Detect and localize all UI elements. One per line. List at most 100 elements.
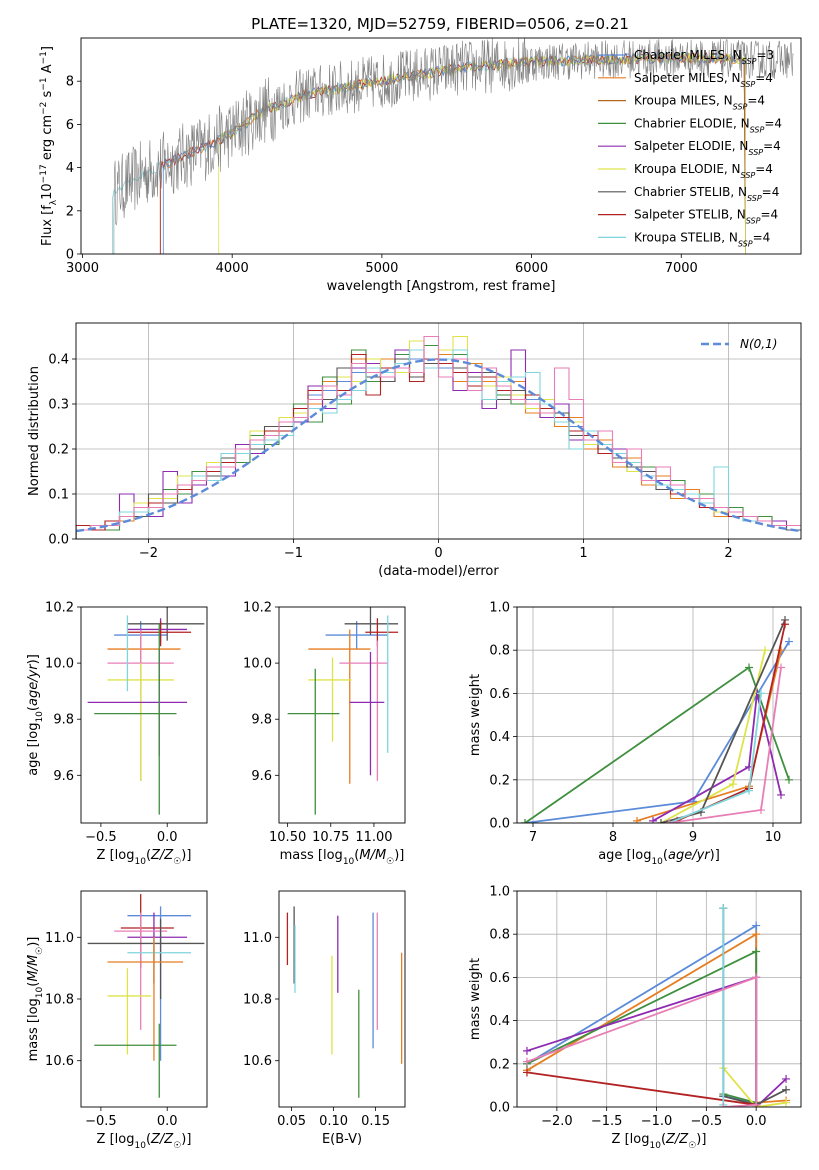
x-tick-label: −2.0: [541, 1114, 573, 1129]
data-point-marker: [745, 786, 753, 795]
x-axis-label: mass [log10(M/M☉)]: [280, 848, 405, 867]
axes-frame: [278, 606, 406, 824]
residuals-legend: N(0,1): [701, 337, 777, 351]
data-point-marker: [781, 620, 789, 629]
y-axis-label: Flux [fλ10−17 erg cm−2 s−1 A−1]: [39, 46, 59, 246]
weight-line: [722, 1067, 787, 1107]
y-axis-label: age [log10(age/yr)]: [26, 654, 45, 776]
x-axis-label: wavelength [Angstrom, rest frame]: [327, 279, 556, 294]
x-tick-label: 0.10: [319, 1114, 348, 1129]
data-point-marker: [752, 930, 761, 939]
legend-label: Chabrier MILES, NSSP=3: [634, 48, 774, 66]
axes-frame: [80, 606, 208, 824]
label-part: Chabrier STELIB, N: [634, 185, 747, 199]
y-tick-label: 0.6: [489, 687, 510, 702]
label-part: )]: [710, 848, 720, 863]
label-part: =4: [763, 139, 781, 153]
y-tick-label: 1.0: [489, 885, 510, 900]
label-part: )]: [26, 654, 41, 664]
data-point-marker: [752, 973, 761, 982]
label-part: SSP: [746, 216, 761, 225]
label-part: =3: [756, 48, 774, 62]
label-part: Kroupa MILES, N: [634, 94, 733, 108]
x-tick-label: −0.5: [85, 830, 117, 845]
y-tick-label: 0.2: [489, 773, 510, 788]
legend-label: Kroupa MILES, NSSP=4: [634, 94, 765, 112]
data-point-marker: [782, 1085, 791, 1094]
legend-label: Salpeter STELIB, NSSP=4: [634, 208, 778, 226]
data-point-marker: [522, 1057, 531, 1066]
y-tick-label: 9.6: [53, 769, 74, 784]
spectrum-lines: [111, 38, 794, 254]
x-tick-label: 1: [579, 546, 587, 561]
data-point-marker: [745, 663, 753, 672]
y-tick-label: 0.2: [489, 1057, 510, 1072]
figure-title: PLATE=1320, MJD=52759, FIBERID=0506, z=0…: [251, 15, 629, 33]
y-tick-label: 10.6: [243, 1054, 272, 1069]
label-part: Chabrier MILES, N: [634, 48, 742, 62]
data-point-marker: [777, 663, 785, 672]
label-part: Z [log: [612, 1132, 650, 1147]
x-tick-label: 0: [434, 546, 442, 561]
data-point-marker: [719, 904, 728, 913]
label-part: SSP: [741, 79, 756, 88]
data-point-marker: [657, 819, 665, 823]
weight-lines: [522, 904, 791, 1107]
y-tick-label: 0.4: [48, 353, 69, 368]
label-part: erg cm: [40, 115, 55, 164]
label-part: Salpeter STELIB, N: [634, 208, 746, 222]
legend-label: Chabrier STELIB, NSSP=4: [634, 185, 779, 203]
legend-label: Salpeter MILES, NSSP=4: [634, 71, 773, 89]
label-part: Z [log: [97, 848, 135, 863]
label-part: SSP: [733, 102, 748, 111]
label-part: (: [661, 1132, 666, 1147]
label-part: Flux [f: [40, 205, 55, 246]
label-part: 10: [35, 711, 45, 723]
label-part: ☉: [386, 857, 394, 867]
mass-vs-metallicity-panel: −0.5 0.010.610.811.0Z [log10(Z/Z☉)]mass […: [26, 890, 208, 1151]
label-part: s: [40, 90, 55, 101]
label-part: )]: [696, 1132, 706, 1147]
label-part: Salpeter MILES, N: [634, 71, 741, 85]
x-axis-label: (data-model)/error: [378, 564, 499, 579]
y-tick-label: 0.1: [48, 488, 69, 503]
label-part: (: [26, 706, 41, 711]
data-point-marker: [757, 806, 765, 815]
x-tick-label: −0.5: [691, 1114, 723, 1129]
y-tick-label: 10.6: [45, 1054, 74, 1069]
axes-frame: [278, 890, 406, 1108]
x-tick-label: 5000: [365, 261, 398, 276]
data-point-marker: [761, 646, 769, 655]
label-part: 10: [343, 857, 355, 867]
data-point-marker: [522, 1046, 531, 1055]
age-vs-mass-panel: 10.50 10.75 11.00 9.6 9.8 10.0 10.2 mass [log10…: [243, 601, 406, 867]
weight-line: [722, 908, 787, 1106]
data-point-marker: [782, 1074, 791, 1083]
label-part: mass [log: [280, 848, 343, 863]
y-tick-label: 0.4: [489, 1014, 510, 1029]
label-part: Z/Z: [150, 1132, 174, 1147]
label-part: M/M: [26, 955, 41, 982]
x-tick-label: 6000: [515, 261, 548, 276]
y-tick-label: 10.2: [243, 601, 272, 616]
x-tick-label: −2: [139, 546, 158, 561]
label-part: SSP: [742, 57, 757, 66]
label-part: −1: [39, 77, 49, 90]
data-point-marker: [633, 816, 641, 823]
y-tick-label: 8: [66, 75, 74, 90]
x-tick-label: 0.0: [157, 830, 178, 845]
y-tick-label: 0: [66, 248, 74, 263]
x-tick-label: −1.0: [641, 1114, 673, 1129]
y-tick-label: 0.0: [489, 817, 510, 832]
y-tick-label: 0.2: [48, 443, 69, 458]
y-tick-label: 4: [66, 161, 74, 176]
x-tick-label: 4000: [216, 261, 249, 276]
y-tick-label: 0.0: [489, 1101, 510, 1116]
label-part: SSP: [747, 193, 762, 202]
label-part: Chabrier ELODIE, N: [634, 116, 750, 130]
mass-vs-extinction-panel: 0.05 0.10 0.15 10.6 10.8 11.0 E(B-V): [243, 890, 406, 1147]
x-tick-label: 0.05: [277, 1114, 306, 1129]
label-part: SSP: [741, 171, 756, 180]
axes-frame: [80, 890, 208, 1108]
